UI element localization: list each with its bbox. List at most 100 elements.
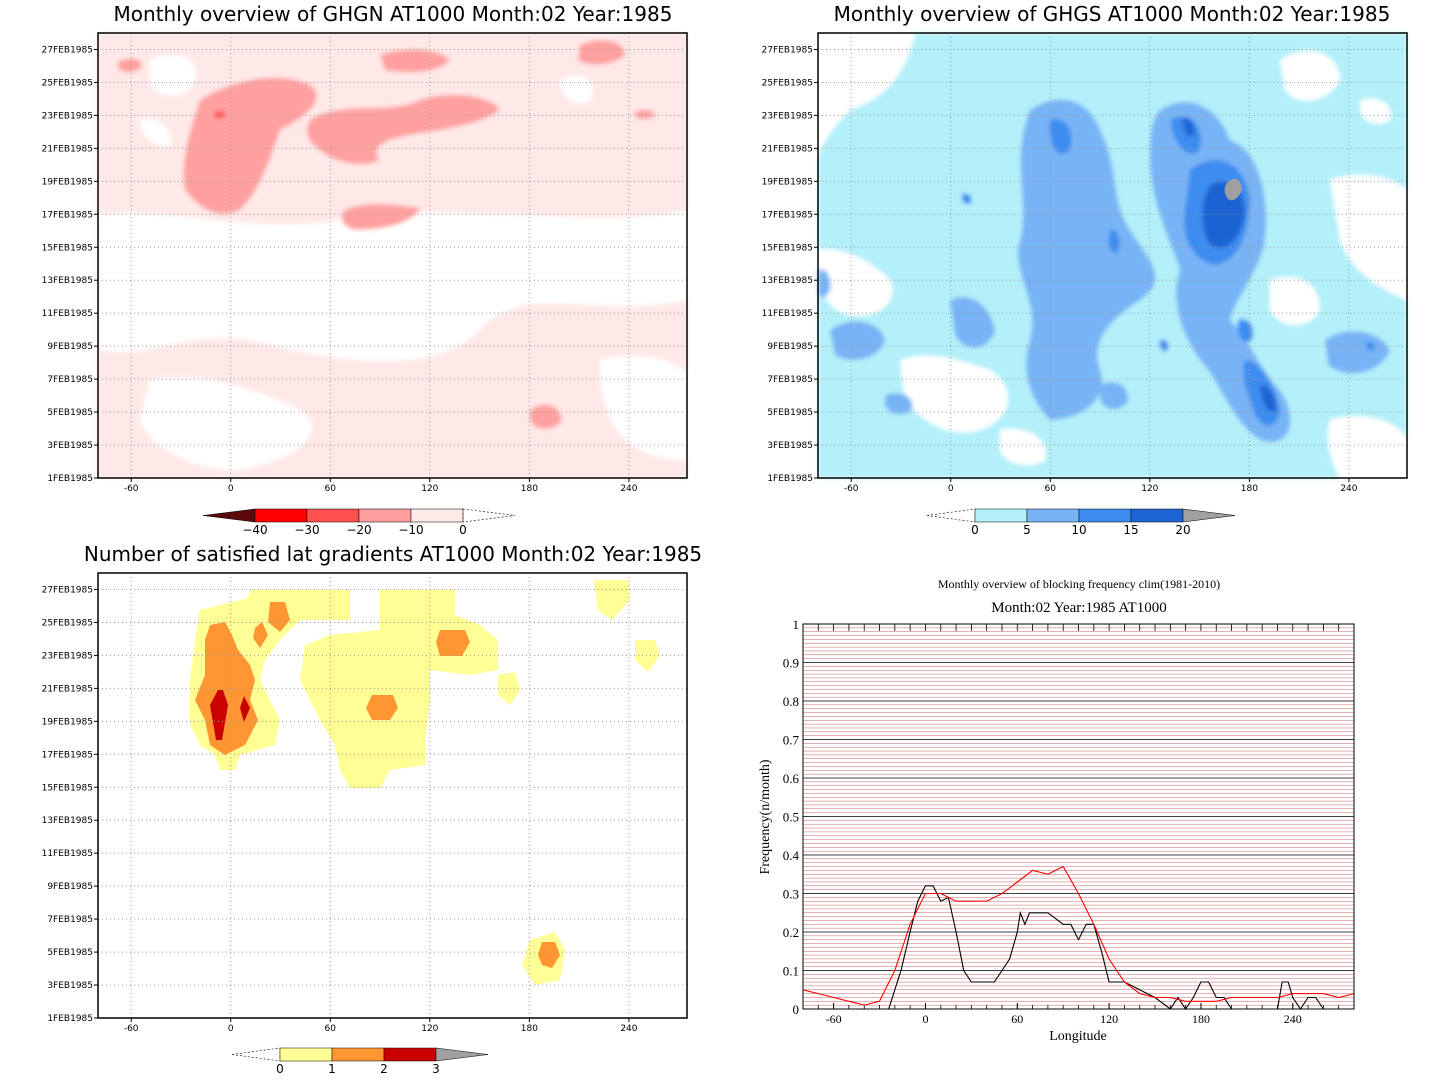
panel-3-plot: -60 0 60 120 180 240 1FEB1985 3FEB1985 5FEB1985 7… [42,572,688,1034]
panel-2-ytick-0: 1FEB1985 [767,474,813,484]
panel-1-cb-label-0: −40 [242,523,267,537]
panel-1-ytick-8: 17FEB1985 [42,210,93,220]
panel-3-ytick-12: 25FEB1985 [42,618,93,628]
panel-1-ytick-12: 25FEB1985 [42,78,93,88]
panel-1-xtick-1: 0 [228,484,234,494]
panel-2-xtick-4: 180 [1241,484,1258,494]
line-chart-xtick-4: 180 [1192,1012,1210,1026]
panel-2-axis: -60 0 60 120 180 240 1FEB1985 3FEB1985 5FEB1985 7… [762,45,1358,494]
panel-1-cb-arrow-low [202,508,256,523]
panel-2-band-9 [1049,119,1072,154]
panel-2-ytick-11: 23FEB1985 [762,111,813,121]
panel-1-xtick-2: 60 [325,484,337,494]
panel-2-core-2 [1260,385,1277,412]
line-chart-plot: 0 0.1 0.2 0.3 0.4 0.5 0.6 0.7 0.8 0.9 1 -60 0 60 120 18… [783,617,1355,1026]
panel-3-xtick-1: 0 [228,1024,234,1034]
panel-1-gap-3 [140,377,312,471]
panel-2-cb-box-3 [1130,508,1184,523]
panel-3-xtick-3: 120 [421,1024,438,1034]
panel-2-band-5 [1325,331,1390,374]
panel-3-colorbar: 0 1 2 3 [231,1047,489,1076]
panel-2-gap-5 [1330,174,1407,300]
line-chart-ytick-9: 0.9 [783,656,799,671]
panel-1-band-8 [635,109,655,119]
panel-2-band-8 [818,269,831,298]
panel-2-band-16 [1159,339,1169,351]
panel-2-ytick-8: 17FEB1985 [762,210,813,220]
panel-3-ytick-8: 17FEB1985 [42,750,93,760]
panel-3-band-10 [366,695,398,720]
panel-3-cb-arrow-low [231,1047,281,1062]
panel-2-title: Monthly overview of GHGS AT1000 Month:02… [834,2,1391,26]
panel-1-gap-4 [560,76,593,104]
line-chart-ytick-4: 0.4 [783,848,800,863]
panel-1-cb-label-4: 0 [459,523,467,537]
panel-2-cb-label-0: 0 [971,523,979,537]
panel-3-ytick-2: 5FEB1985 [47,948,93,958]
panel-2-band-14 [1237,319,1254,342]
panel-1-gap-6 [600,356,687,460]
line-chart-minor-grid [803,627,1354,1006]
panel-1-cb-label-2: −20 [346,523,371,537]
panel-3-core-1 [210,690,228,740]
panel-3-ytick-5: 11FEB1985 [42,849,93,859]
panel-1-core-1 [214,111,226,119]
panel-1-cb-box-0 [254,508,308,523]
panel-1-cb-label-3: −10 [398,523,423,537]
panel-2-frame [817,32,1408,479]
panel-1-xtick-3: 120 [421,484,438,494]
panel-3-band-4 [594,580,630,620]
panel-3-axis: -60 0 60 120 180 240 1FEB1985 3FEB1985 5FEB1985 7… [42,585,638,1034]
line-chart-subtitle: Month:02 Year:1985 AT1000 [991,600,1166,616]
panel-2-xtick-2: 60 [1045,484,1057,494]
panel-1-axis: -60 0 60 120 180 240 1FEB1985 3FEB1985 5FEB1985 7… [42,45,638,494]
panel-2-ytick-4: 9FEB1985 [767,342,813,352]
panel-3-band-12 [538,942,560,968]
panel-2-ytick-3: 7FEB1985 [767,375,813,385]
line-chart-ytick-8: 0.8 [783,694,799,709]
panel-2-gap-4 [1280,50,1340,101]
panel-3-cb-label-0: 0 [276,1062,284,1076]
panel-1-ytick-10: 21FEB1985 [42,144,93,154]
panel-3-cb-label-1: 1 [328,1062,336,1076]
panel-3-xtick-2: 60 [325,1024,337,1034]
panel-2-cb-label-1: 5 [1023,523,1031,537]
panel-2-xtick-3: 120 [1141,484,1158,494]
panel-3-ytick-9: 19FEB1985 [42,717,93,727]
panel-2-peak [1224,178,1242,201]
panel-2-ytick-9: 19FEB1985 [762,177,813,187]
panel-3-ytick-1: 3FEB1985 [47,981,93,991]
panel-2-cb-label-2: 10 [1071,523,1086,537]
line-chart-ytick-1: 0.1 [783,964,799,979]
panel-3-band-3 [498,672,520,705]
panel-1-ytick-4: 9FEB1985 [47,342,93,352]
panel-2-cb-label-4: 20 [1175,523,1190,537]
line-chart-ytick-7: 0.7 [783,733,800,748]
line-chart-xlabel: Longitude [1049,1029,1107,1044]
line-chart-ylabel: Frequency(n/month) [758,759,773,874]
panel-1-band-7 [530,404,562,429]
panel-3-ytick-4: 9FEB1985 [47,882,93,892]
panel-2-cb-box-1 [1026,508,1080,523]
panel-2-cb-arrow-low [926,508,976,523]
panel-2-plot: -60 0 60 120 180 240 1FEB1985 3FEB1985 5FEB1985 7… [762,32,1408,494]
line-chart-xtick-2: 60 [1011,1012,1023,1026]
panel-1-band-6 [118,58,142,73]
panel-1-ytick-9: 19FEB1985 [42,177,93,187]
panel-3-title: Number of satisfied lat gradients AT1000… [84,542,702,566]
panel-2-cb-box-0 [974,508,1028,523]
panel-3-ytick-3: 7FEB1985 [47,915,93,925]
panel-1-gap-5 [140,119,171,147]
panel-1-ytick-3: 7FEB1985 [47,375,93,385]
line-chart-xtick-1: 0 [922,1012,928,1026]
panel-3-cb-box-1 [331,1047,385,1062]
panel-1-ytick-1: 3FEB1985 [47,441,93,451]
panel-3-band-9 [253,622,268,648]
line-chart-series-2 [802,865,1355,1006]
line-chart-xtick-5: 240 [1284,1012,1302,1026]
panel-3-ytick-6: 13FEB1985 [42,816,93,826]
panel-3-cb-box-2 [383,1047,437,1062]
panel-2-gap-3 [900,355,1009,433]
panel-3-ytick-11: 23FEB1985 [42,651,93,661]
